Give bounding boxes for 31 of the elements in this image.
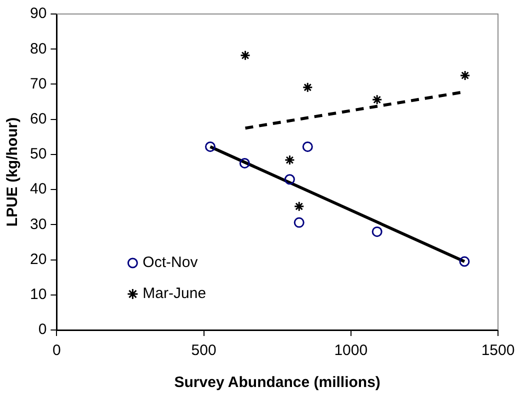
x-tick-label: 1500: [481, 342, 515, 360]
x-tick-label: 0: [52, 342, 61, 360]
point: [372, 226, 382, 237]
point: [460, 70, 470, 81]
x-tick-label: 500: [191, 342, 216, 360]
x-tick-label: 1000: [334, 342, 368, 360]
point: [240, 50, 251, 61]
y-tick-label: 20: [30, 250, 47, 268]
legend-label: Oct-Nov: [142, 254, 198, 272]
y-axis-title: LPUE (kg/hour): [4, 117, 22, 227]
point: [205, 141, 216, 152]
point: [294, 201, 304, 212]
point: [284, 154, 295, 166]
y-tick-label: 10: [30, 286, 47, 304]
y-tick-label: 90: [30, 5, 47, 22]
y-tick-label: 40: [30, 180, 47, 198]
point: [239, 158, 250, 168]
point: [459, 256, 470, 267]
point: [294, 217, 304, 228]
y-tick-label: 0: [38, 321, 47, 338]
point: [372, 94, 382, 105]
legend-label: Mar-June: [142, 285, 206, 302]
point: [302, 82, 313, 93]
y-tick-label: 30: [30, 216, 47, 233]
x-axis-title: Survey Abundance (millions): [174, 374, 380, 392]
point: [284, 174, 295, 185]
y-tick-label: 70: [30, 75, 47, 92]
y-tick-label: 80: [30, 40, 47, 58]
point: [302, 141, 313, 152]
y-tick-label: 50: [30, 146, 47, 163]
y-tick-label: 60: [30, 110, 47, 128]
